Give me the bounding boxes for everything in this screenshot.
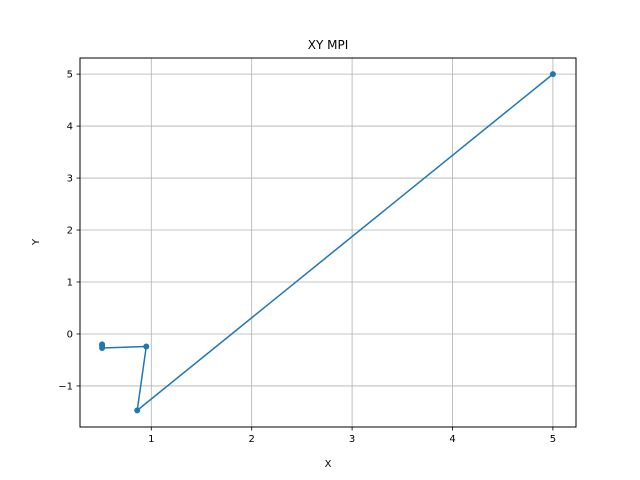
chart-title: XY MPI <box>308 38 349 52</box>
data-point <box>134 407 141 414</box>
data-point <box>143 343 150 350</box>
x-tick-label: 4 <box>449 434 455 445</box>
grid <box>80 58 576 427</box>
y-tick-label: 5 <box>67 70 73 81</box>
x-tick-label: 2 <box>249 434 255 445</box>
x-axis: 1 2 3 4 5 <box>148 427 556 445</box>
data-point <box>549 71 556 78</box>
x-tick-label: 3 <box>349 434 355 445</box>
series-layer <box>99 71 556 414</box>
data-point <box>99 345 106 352</box>
y-tick-label: 3 <box>67 174 73 185</box>
y-axis-label: Y <box>31 238 42 246</box>
y-axis: −1 0 1 2 3 4 5 <box>58 70 80 393</box>
y-tick-label: 1 <box>67 278 73 289</box>
x-tick-label: 5 <box>550 434 556 445</box>
y-tick-label: 0 <box>67 330 73 341</box>
y-tick-label: 4 <box>67 122 73 133</box>
y-tick-label: −1 <box>58 382 73 393</box>
x-tick-label: 1 <box>148 434 154 445</box>
series-line <box>101 73 554 412</box>
y-tick-label: 2 <box>67 226 73 237</box>
plot-frame <box>79 57 577 428</box>
x-axis-label: X <box>325 459 332 470</box>
